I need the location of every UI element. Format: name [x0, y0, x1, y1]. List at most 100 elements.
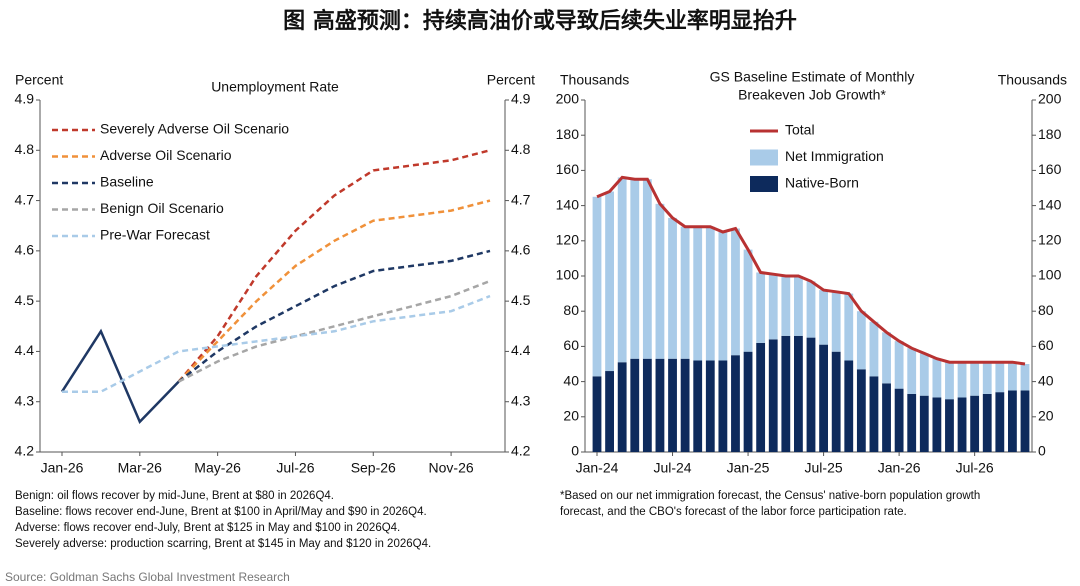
- series-line: [596, 175, 1026, 366]
- bar-segment: [642, 179, 652, 359]
- bar-segment: [781, 276, 791, 336]
- bar-segment: [869, 376, 879, 452]
- footnote: Baseline: flows recover end-June, Brent …: [15, 506, 427, 518]
- y-tick-label: 60: [563, 337, 579, 353]
- footnote: forecast, and the CBO's forecast of the …: [560, 506, 907, 518]
- bar-segment: [756, 272, 766, 343]
- bar-segment: [768, 274, 778, 340]
- y-tick-label: 160: [556, 161, 580, 177]
- bar-segment: [907, 393, 917, 452]
- bar-segment: [718, 360, 728, 452]
- bar-segment: [680, 358, 690, 452]
- y-tick-label: 4.9: [15, 91, 35, 107]
- legend-label: Adverse Oil Scenario: [100, 147, 232, 163]
- series-line: [60, 328, 180, 425]
- legend-label: Baseline: [100, 174, 154, 190]
- bar-segment: [995, 392, 1005, 452]
- bar-segment: [869, 321, 879, 377]
- footnote: *Based on our net immigration forecast, …: [560, 490, 980, 502]
- bar-segment: [731, 355, 740, 452]
- bar-segment: [718, 232, 728, 361]
- footnote: Benign: oil flows recover by mid-June, B…: [15, 490, 334, 502]
- bar-segment: [1008, 362, 1017, 391]
- bar-segment: [919, 353, 929, 396]
- x-tick-label: Jan-26: [41, 460, 84, 476]
- bar-segment: [605, 191, 614, 372]
- bar-segment: [655, 203, 665, 359]
- bar-segment: [982, 393, 992, 452]
- y-tick-label: 4.7: [15, 191, 35, 207]
- bar-segment: [932, 397, 942, 452]
- legend-label: Native-Born: [785, 175, 859, 191]
- bar-segment: [844, 293, 854, 361]
- y2-tick-label: 60: [1038, 337, 1054, 353]
- bar-segment: [693, 226, 703, 361]
- y-tick-label: 100: [556, 267, 580, 283]
- bar-segment: [894, 388, 904, 452]
- bar-segment: [882, 332, 891, 384]
- bar-segment: [605, 371, 614, 452]
- chart-title: Breakeven Job Growth*: [738, 87, 886, 103]
- bar-segment: [592, 196, 602, 377]
- bar-segment: [642, 358, 652, 452]
- y2-tick-label: 4.8: [511, 141, 531, 157]
- bar-segment: [882, 383, 891, 452]
- y2-axis-label: Percent: [487, 72, 535, 88]
- bar-segment: [655, 358, 665, 452]
- bar-segment: [856, 311, 866, 370]
- bar-segment: [819, 344, 828, 452]
- y2-tick-label: 4.6: [511, 242, 531, 258]
- y2-tick-label: 4.3: [511, 392, 531, 408]
- bar-segment: [781, 335, 791, 452]
- legend-swatch: [750, 149, 778, 166]
- y2-tick-label: 200: [1038, 91, 1062, 107]
- legend-label: Pre-War Forecast: [100, 227, 210, 243]
- series-line: [177, 149, 491, 383]
- bar-segment: [945, 399, 954, 452]
- bar-segment: [630, 179, 640, 359]
- y2-axis-label: Thousands: [998, 72, 1067, 88]
- legend-swatch: [750, 176, 778, 192]
- source: Source: Goldman Sachs Global Investment …: [5, 570, 290, 584]
- bar-segment: [592, 376, 602, 452]
- bar-segment: [756, 342, 766, 452]
- y-axis-label: Thousands: [560, 72, 629, 88]
- y2-tick-label: 4.7: [511, 191, 531, 207]
- x-tick-label: Sep-26: [351, 460, 396, 476]
- y-tick-label: 120: [556, 232, 580, 248]
- footnote: Adverse: flows recover end-July, Brent a…: [15, 522, 400, 534]
- y-tick-label: 4.6: [15, 242, 35, 258]
- bar-segment: [806, 281, 816, 338]
- y2-tick-label: 160: [1038, 161, 1062, 177]
- y-tick-label: 4.5: [15, 292, 35, 308]
- series-line: [62, 294, 491, 393]
- y-tick-label: 80: [563, 302, 579, 318]
- x-tick-label: Jul-24: [653, 460, 691, 476]
- bar-segment: [731, 228, 740, 356]
- y2-tick-label: 4.4: [511, 342, 531, 358]
- bar-segment: [932, 358, 942, 398]
- y2-tick-label: 4.9: [511, 91, 531, 107]
- y-tick-label: 40: [563, 372, 579, 388]
- bar-segment: [617, 362, 627, 452]
- legend-label: Net Immigration: [785, 148, 884, 164]
- x-tick-label: Jul-25: [805, 460, 843, 476]
- bar-segment: [705, 226, 715, 361]
- x-tick-label: Jan-24: [576, 460, 619, 476]
- y2-tick-label: 180: [1038, 126, 1062, 142]
- y-axis-label: Percent: [15, 72, 63, 88]
- bar-segment: [1008, 390, 1017, 452]
- bar-segment: [844, 360, 854, 452]
- x-tick-label: Jul-26: [276, 460, 314, 476]
- y-tick-label: 4.8: [15, 141, 35, 157]
- legend-label: Total: [785, 122, 815, 138]
- x-tick-label: Jul-26: [956, 460, 994, 476]
- y2-tick-label: 4.2: [511, 443, 531, 459]
- legend-label: Severely Adverse Oil Scenario: [100, 121, 289, 137]
- y-tick-label: 4.3: [15, 392, 35, 408]
- y2-tick-label: 20: [1038, 408, 1054, 424]
- bar-segment: [806, 337, 816, 452]
- bar-segment: [919, 395, 929, 452]
- x-tick-label: Mar-26: [118, 460, 163, 476]
